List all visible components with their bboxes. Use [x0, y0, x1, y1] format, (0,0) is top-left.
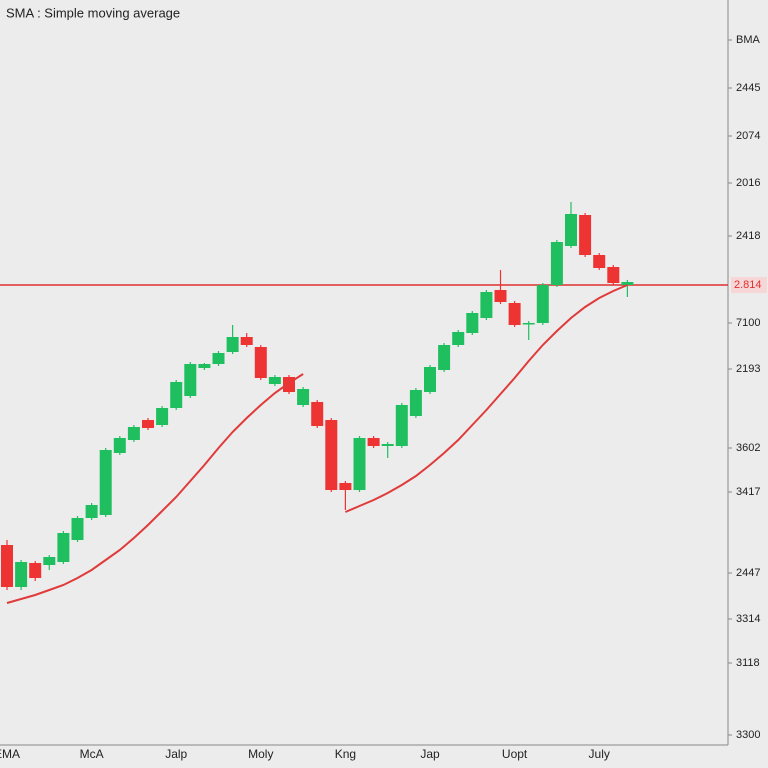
- candle-body: [593, 255, 606, 268]
- y-tick-label: 3118: [736, 657, 760, 669]
- x-tick-label: July: [589, 747, 610, 761]
- candle-body: [607, 267, 620, 283]
- sma-line: [345, 284, 628, 513]
- candle-body: [240, 337, 253, 345]
- candle-body: [99, 450, 112, 515]
- candle-body: [381, 444, 394, 446]
- candle-body: [170, 382, 183, 408]
- candle-body: [325, 420, 338, 490]
- candle-body: [226, 337, 239, 352]
- candle-body: [311, 402, 324, 426]
- candle-body: [424, 367, 436, 392]
- y-tick-label: 3602: [736, 442, 760, 454]
- x-tick-label: Kng: [335, 747, 356, 761]
- candle-body: [395, 405, 408, 446]
- x-tick-label: Moly: [248, 747, 273, 761]
- candle-body: [29, 563, 42, 578]
- candle-body: [367, 438, 380, 446]
- x-tick-label: Uopt: [502, 747, 528, 761]
- reference-label: 2.814: [734, 279, 762, 291]
- candle-body: [536, 285, 549, 323]
- candle-body: [142, 420, 154, 428]
- y-tick-label: 3417: [736, 486, 760, 498]
- y-tick-label: 7100: [736, 317, 760, 329]
- candle-body: [550, 242, 563, 285]
- candle-body: [184, 364, 197, 396]
- candle-body: [339, 483, 352, 490]
- x-tick-label: McA: [80, 747, 104, 761]
- candle-body: [522, 323, 535, 325]
- chart-title: SMA : Simple moving average: [6, 5, 180, 20]
- candle-body: [127, 427, 140, 440]
- y-tick-label: 2074: [736, 130, 760, 142]
- candle-body: [565, 214, 577, 246]
- candle-body: [452, 332, 465, 345]
- y-tick-label: 3300: [736, 729, 760, 741]
- sma-line: [6, 373, 304, 604]
- y-tick-label: 2193: [736, 363, 760, 375]
- candle-body: [1, 545, 13, 587]
- reference-label-box: [731, 277, 767, 293]
- x-tick-label: EMA: [0, 747, 20, 761]
- candle-body: [466, 313, 479, 333]
- y-tick-label: 2418: [736, 230, 760, 242]
- x-tick-label: Jap: [420, 747, 440, 761]
- candle-body: [113, 438, 126, 453]
- candle-body: [85, 505, 98, 518]
- candle-body: [198, 364, 211, 368]
- candle-body: [494, 290, 507, 302]
- candle-body: [297, 389, 310, 405]
- candle-body: [353, 438, 366, 490]
- candle-body: [409, 390, 422, 416]
- candle-body: [43, 557, 56, 565]
- candle-body: [508, 303, 521, 325]
- candle-body: [57, 533, 70, 562]
- y-tick-label: 2447: [736, 567, 760, 579]
- y-tick-label: 3314: [736, 613, 760, 625]
- y-tick-label: BMA: [736, 34, 761, 46]
- candle-body: [621, 282, 634, 285]
- candle-body: [156, 408, 169, 425]
- candle-body: [212, 353, 225, 364]
- y-tick-label: 2016: [736, 177, 760, 189]
- candle-body: [268, 377, 281, 384]
- candle-body: [438, 345, 451, 370]
- candle-body: [71, 518, 84, 540]
- y-tick-label: 2445: [736, 82, 760, 94]
- candle-body: [480, 292, 493, 318]
- candle-body: [15, 562, 28, 587]
- candle-body: [254, 347, 267, 378]
- x-tick-label: Jalp: [165, 747, 187, 761]
- candle-body: [579, 215, 592, 255]
